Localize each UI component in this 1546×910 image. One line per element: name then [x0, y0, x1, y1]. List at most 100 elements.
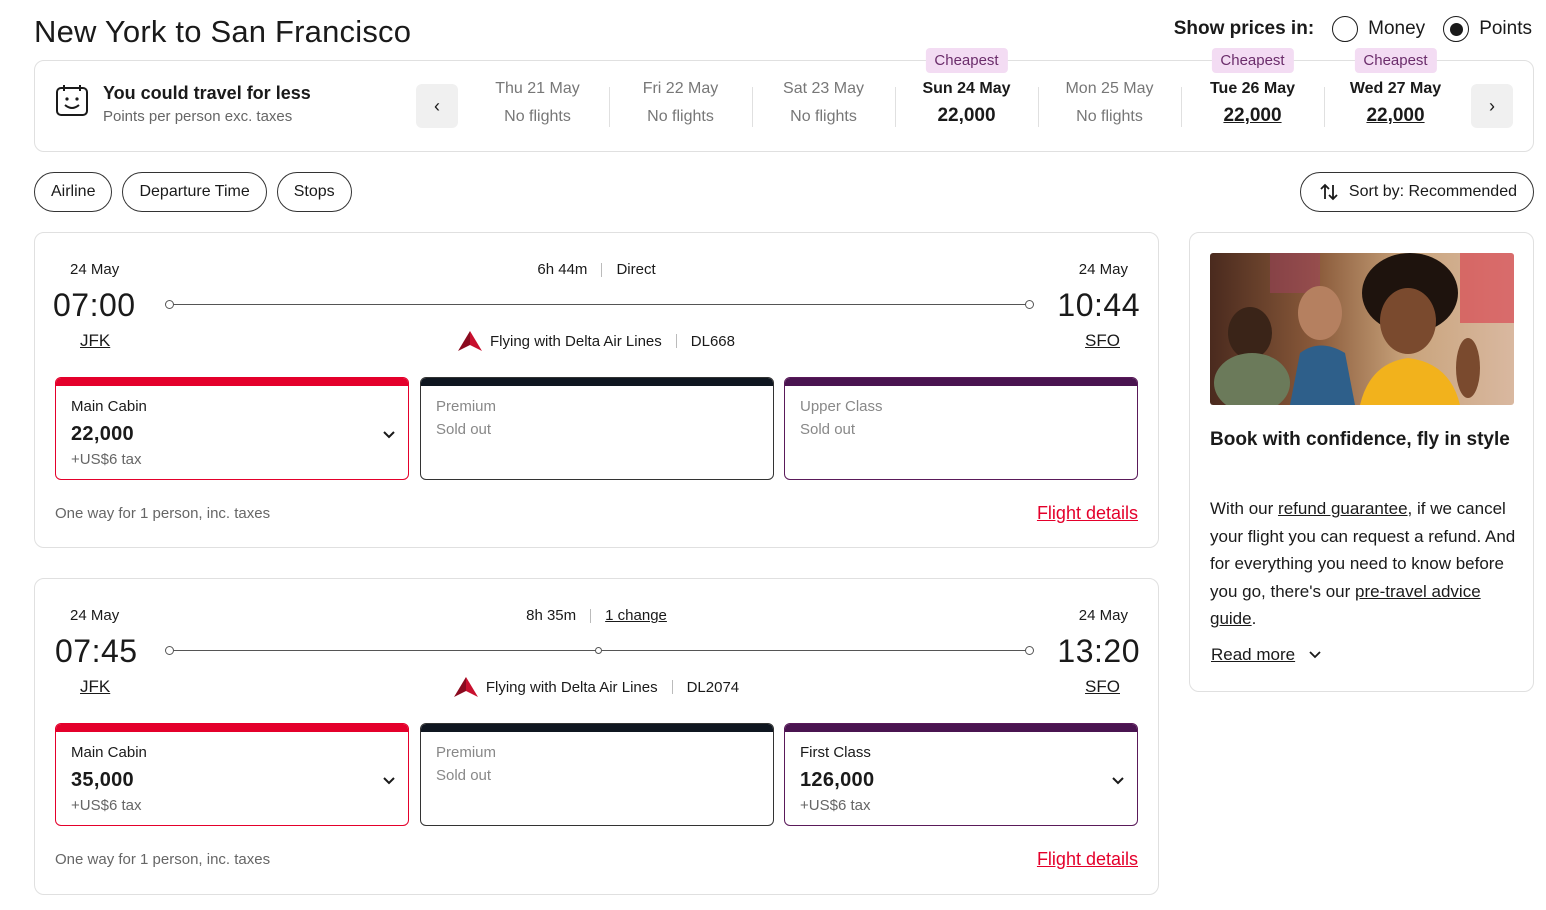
stops-link[interactable]: 1 change	[605, 607, 667, 624]
date-value-link[interactable]: 22,000	[1223, 105, 1282, 126]
fare-name: Premium	[436, 744, 497, 761]
fare-main-cabin[interactable]: Main Cabin 22,000 +US$6 tax	[55, 377, 409, 480]
promo-photo	[1210, 253, 1514, 405]
flight-details-link[interactable]: Flight details	[1036, 849, 1138, 869]
stops: Direct	[616, 261, 656, 278]
date-label: Fri 22 May	[642, 80, 719, 97]
date-value: 22,000	[937, 105, 996, 126]
filter-bar: Airline Departure Time Stops	[34, 172, 352, 212]
flight-number: DL668	[690, 332, 735, 350]
prev-dates-button[interactable]: ‹	[416, 84, 458, 128]
departure-airport-link[interactable]: JFK	[80, 677, 111, 696]
fare-upper-class: Upper Class Sold out	[784, 377, 1138, 480]
flight-details-link[interactable]: Flight details	[1036, 503, 1138, 523]
cheapest-badge: Cheapest	[1354, 48, 1437, 73]
fare-footnote: One way for 1 person, inc. taxes	[55, 851, 271, 868]
date-label: Sun 24 May	[922, 80, 1011, 97]
route-start-dot	[165, 646, 174, 655]
flight-summary: 6h 44m Direct	[35, 261, 1158, 278]
departure-time: 07:45	[55, 633, 138, 669]
refund-guarantee-link[interactable]: refund guarantee	[1278, 499, 1408, 518]
duration: 8h 35m	[526, 607, 577, 624]
fare-premium: Premium Sold out	[420, 377, 774, 480]
fare-status: Sold out	[436, 421, 492, 438]
arrival-airport-link[interactable]: SFO	[1085, 331, 1120, 350]
fare-tax: +US$6 tax	[800, 797, 871, 814]
fare-status: Sold out	[436, 767, 492, 784]
fare-name: Main Cabin	[71, 744, 147, 761]
date-label: Sat 23 May	[783, 80, 864, 97]
fare-first-class[interactable]: First Class 126,000 +US$6 tax	[784, 723, 1138, 826]
fare-tax: +US$6 tax	[71, 797, 142, 814]
date-cell-sat-23: Sat 23 May No flights	[752, 61, 895, 153]
date-value: No flights	[647, 108, 714, 125]
promo-title: You could travel for less	[103, 83, 311, 103]
pre-travel-advice-link[interactable]: pre-travel advice guide	[1210, 581, 1481, 629]
departure-time-filter-button[interactable]: Departure Time	[122, 172, 267, 212]
date-value: No flights	[1076, 108, 1143, 125]
chevron-left-icon: ‹	[434, 95, 440, 116]
date-value-link[interactable]: 22,000	[1366, 105, 1425, 126]
date-value: No flights	[504, 108, 571, 125]
panel-text-part: , if we cancel your flight you can reque…	[1210, 499, 1516, 601]
travel-less-promo: You could travel for less Points per per…	[55, 83, 311, 125]
money-radio[interactable]	[1332, 16, 1359, 42]
delta-logo-icon	[458, 331, 483, 351]
airline-filter-button[interactable]: Airline	[34, 172, 113, 212]
route-stop-dot	[595, 647, 602, 654]
read-more-label: Read more	[1211, 645, 1296, 664]
fare-main-cabin[interactable]: Main Cabin 35,000 +US$6 tax	[55, 723, 409, 826]
duration: 6h 44m	[537, 261, 588, 278]
date-list: Thu 21 May No flights Fri 22 May No flig…	[466, 48, 1467, 153]
departure-date: 24 May	[70, 607, 120, 624]
price-mode-label: Show prices in:	[1173, 18, 1315, 39]
date-value: No flights	[790, 108, 857, 125]
calendar-smile-icon	[56, 85, 88, 116]
date-cell-fri-22: Fri 22 May No flights	[609, 61, 752, 153]
date-label: Thu 21 May	[495, 80, 580, 97]
fare-premium: Premium Sold out	[420, 723, 774, 826]
confidence-panel: Book with confidence, fly in style With …	[1189, 232, 1534, 692]
chevron-right-icon: ›	[1489, 95, 1495, 116]
fare-name: First Class	[800, 744, 871, 761]
chevron-down-icon	[1112, 777, 1124, 785]
stops-filter-button[interactable]: Stops	[276, 172, 352, 212]
route-line	[173, 304, 1029, 305]
airline-name: Flying with Delta Air Lines	[490, 332, 662, 350]
departure-airport-link[interactable]: JFK	[80, 331, 111, 350]
sort-arrows-icon	[1320, 183, 1338, 201]
fare-price: 126,000	[800, 769, 875, 791]
flight-number: DL2074	[686, 678, 740, 696]
sort-label: Sort by: Recommended	[1348, 183, 1517, 200]
fare-name: Upper Class	[800, 398, 883, 415]
arrival-date: 24 May	[1078, 607, 1128, 624]
date-label: Mon 25 May	[1065, 80, 1154, 97]
arrival-airport-link[interactable]: SFO	[1085, 677, 1120, 696]
departure-date: 24 May	[70, 261, 120, 278]
panel-text-part: With our	[1210, 499, 1279, 518]
points-label: Points	[1479, 18, 1532, 39]
points-radio[interactable]	[1443, 16, 1470, 42]
date-cell-tue-26[interactable]: Cheapest Tue 26 May 22,000	[1181, 48, 1324, 153]
date-cell-sun-24-selected[interactable]: Cheapest Sun 24 May 22,000	[895, 48, 1038, 153]
route-start-dot	[165, 300, 174, 309]
fare-footnote: One way for 1 person, inc. taxes	[55, 505, 271, 522]
chevron-down-icon	[383, 431, 395, 439]
date-cell-wed-27[interactable]: Cheapest Wed 27 May 22,000	[1324, 48, 1467, 153]
radio-selected-dot	[1449, 22, 1463, 36]
people-celebrating-image	[1210, 253, 1514, 405]
airline-info: Flying with Delta Air Lines DL2074	[35, 677, 1158, 697]
money-option[interactable]: Money	[1332, 16, 1425, 42]
departure-time: 07:00	[53, 287, 136, 323]
date-strip: You could travel for less Points per per…	[34, 48, 1534, 153]
next-dates-button[interactable]: ›	[1471, 84, 1513, 128]
points-option[interactable]: Points	[1443, 16, 1532, 42]
sort-button[interactable]: Sort by: Recommended	[1299, 172, 1534, 212]
date-cell-mon-25: Mon 25 May No flights	[1038, 61, 1181, 153]
flight-card: 24 May 24 May 6h 44m Direct 07:00 10:44 J…	[34, 232, 1159, 548]
fare-tax: +US$6 tax	[71, 451, 142, 468]
read-more-button[interactable]: Read more	[1211, 645, 1321, 665]
flight-summary: 8h 35m 1 change	[35, 607, 1158, 624]
price-mode-toggle: Show prices in: Money Points	[1174, 16, 1532, 42]
money-label: Money	[1368, 18, 1426, 39]
